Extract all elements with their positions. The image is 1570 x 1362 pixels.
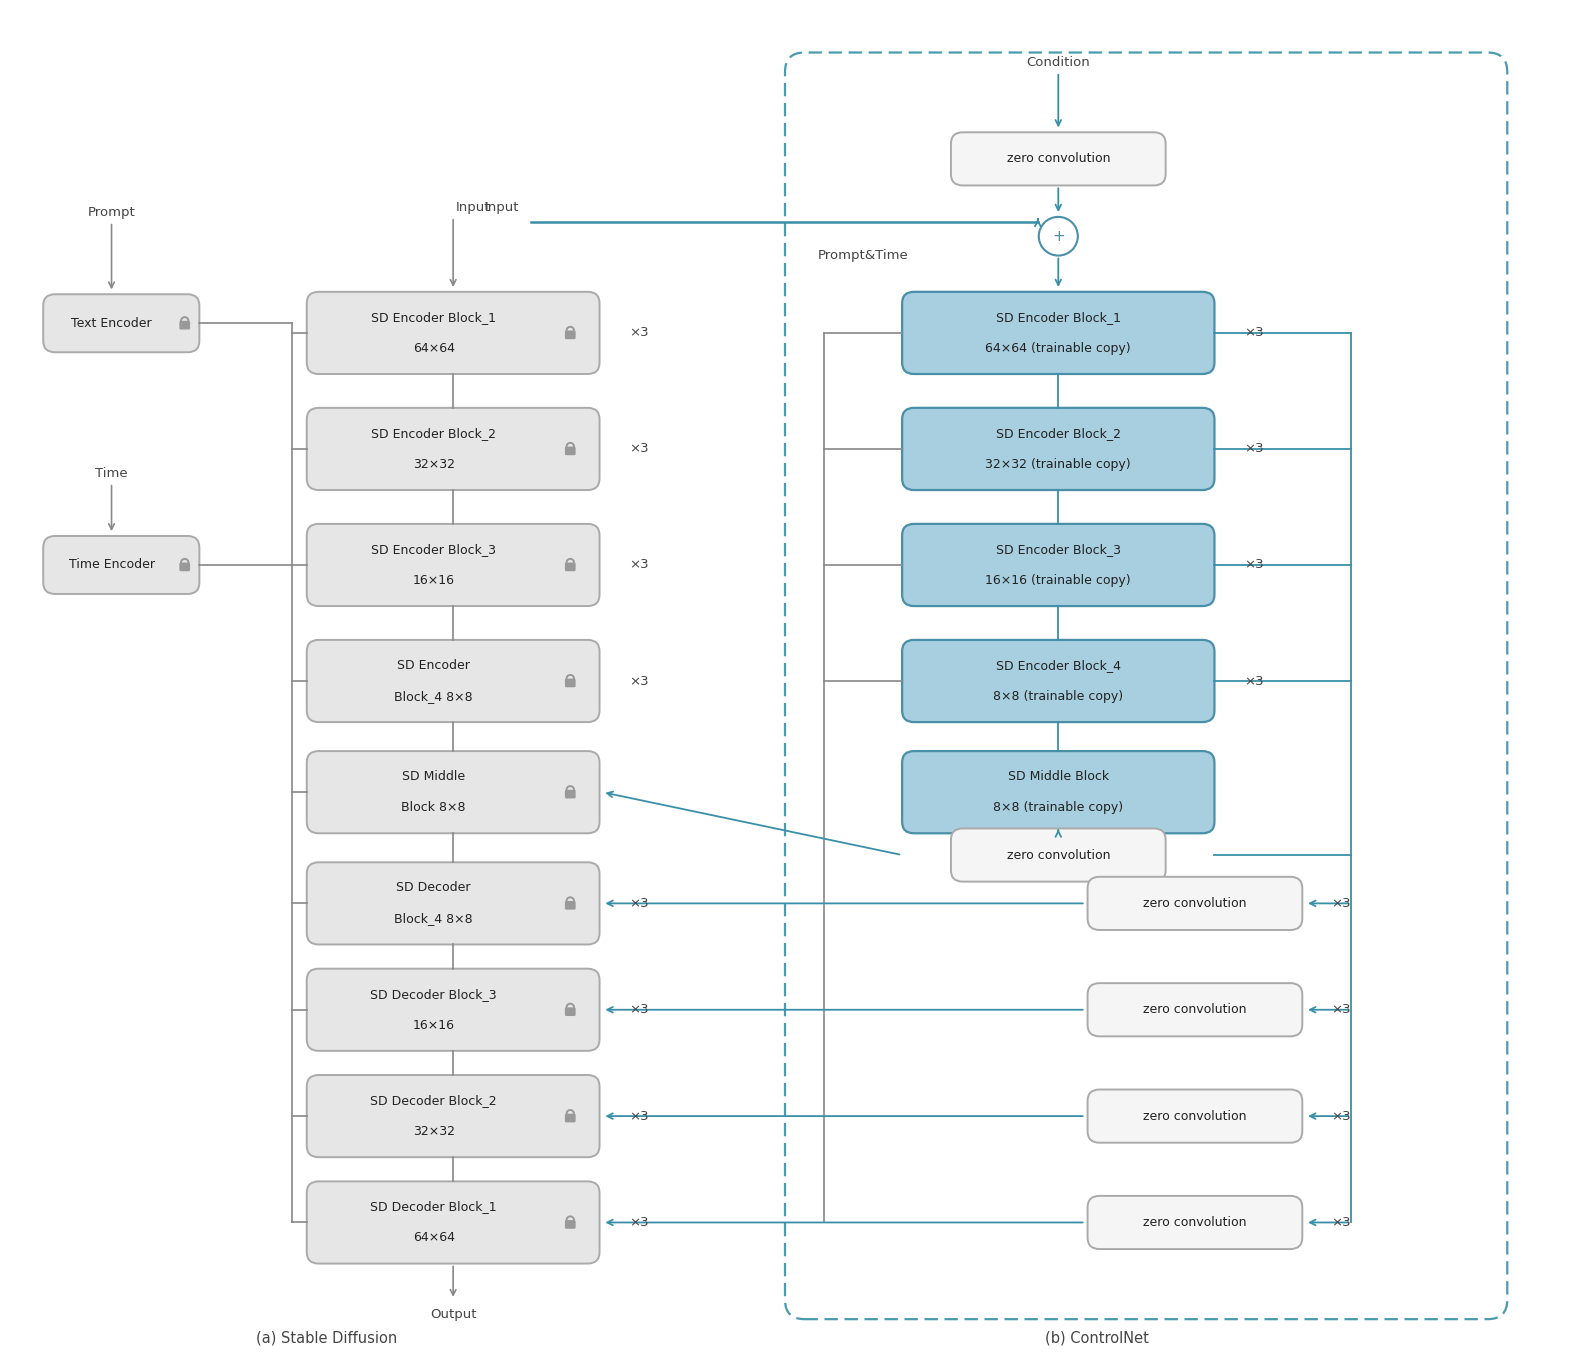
- FancyBboxPatch shape: [565, 1114, 576, 1122]
- Text: SD Decoder: SD Decoder: [396, 881, 471, 895]
- FancyBboxPatch shape: [1088, 1196, 1302, 1249]
- Text: Output: Output: [430, 1308, 476, 1321]
- Text: Time: Time: [96, 467, 127, 479]
- Text: ×3: ×3: [1331, 1004, 1352, 1016]
- Text: zero convolution: zero convolution: [1143, 898, 1247, 910]
- Text: ×3: ×3: [628, 674, 648, 688]
- Text: 64×64: 64×64: [413, 1231, 455, 1245]
- FancyBboxPatch shape: [565, 563, 576, 571]
- Text: ×3: ×3: [1331, 1110, 1352, 1122]
- Text: ×3: ×3: [1331, 898, 1352, 910]
- Text: ×3: ×3: [628, 1110, 648, 1122]
- Text: zero convolution: zero convolution: [1143, 1110, 1247, 1122]
- FancyBboxPatch shape: [1088, 877, 1302, 930]
- Text: zero convolution: zero convolution: [1143, 1004, 1247, 1016]
- Text: ×3: ×3: [628, 558, 648, 572]
- Text: SD Decoder Block_3: SD Decoder Block_3: [371, 987, 498, 1001]
- Text: SD Middle Block: SD Middle Block: [1008, 771, 1108, 783]
- Circle shape: [1039, 217, 1079, 256]
- FancyBboxPatch shape: [951, 132, 1165, 185]
- Text: 8×8 (trainable copy): 8×8 (trainable copy): [994, 691, 1124, 703]
- Text: 8×8 (trainable copy): 8×8 (trainable copy): [994, 801, 1124, 814]
- Text: 32×32 (trainable copy): 32×32 (trainable copy): [986, 458, 1130, 471]
- Text: SD Decoder Block_2: SD Decoder Block_2: [371, 1094, 498, 1107]
- Text: (b) ControlNet: (b) ControlNet: [1046, 1331, 1149, 1346]
- Text: SD Encoder Block_4: SD Encoder Block_4: [995, 659, 1121, 671]
- Text: 16×16 (trainable copy): 16×16 (trainable copy): [986, 573, 1130, 587]
- Text: 16×16: 16×16: [413, 1019, 455, 1032]
- Text: (a) Stable Diffusion: (a) Stable Diffusion: [256, 1331, 397, 1346]
- FancyBboxPatch shape: [903, 291, 1215, 375]
- Text: Block 8×8: Block 8×8: [402, 801, 466, 814]
- Text: ×3: ×3: [628, 443, 648, 455]
- FancyBboxPatch shape: [179, 321, 190, 330]
- FancyBboxPatch shape: [565, 902, 576, 910]
- Text: ×3: ×3: [1243, 443, 1264, 455]
- Text: 16×16: 16×16: [413, 573, 455, 587]
- Text: SD Encoder Block_1: SD Encoder Block_1: [995, 311, 1121, 324]
- FancyBboxPatch shape: [565, 790, 576, 798]
- Text: Input: Input: [455, 200, 490, 214]
- FancyBboxPatch shape: [306, 1181, 600, 1264]
- FancyBboxPatch shape: [44, 537, 199, 594]
- Text: zero convolution: zero convolution: [1006, 153, 1110, 165]
- Text: SD Encoder Block_1: SD Encoder Block_1: [371, 311, 496, 324]
- FancyBboxPatch shape: [1088, 983, 1302, 1036]
- Text: ×3: ×3: [628, 327, 648, 339]
- FancyBboxPatch shape: [565, 1008, 576, 1016]
- Text: ×3: ×3: [628, 1216, 648, 1229]
- Text: 32×32: 32×32: [413, 458, 455, 471]
- Text: ×3: ×3: [1243, 674, 1264, 688]
- FancyBboxPatch shape: [903, 640, 1215, 722]
- FancyBboxPatch shape: [565, 678, 576, 688]
- FancyBboxPatch shape: [306, 524, 600, 606]
- FancyBboxPatch shape: [903, 524, 1215, 606]
- FancyBboxPatch shape: [306, 291, 600, 375]
- Text: ×3: ×3: [628, 1004, 648, 1016]
- Text: 32×32: 32×32: [413, 1125, 455, 1139]
- FancyBboxPatch shape: [44, 294, 199, 353]
- Text: SD Middle: SD Middle: [402, 771, 465, 783]
- FancyBboxPatch shape: [306, 968, 600, 1051]
- Text: 64×64 (trainable copy): 64×64 (trainable copy): [986, 342, 1130, 355]
- Text: zero convolution: zero convolution: [1006, 849, 1110, 862]
- Text: Block_4 8×8: Block_4 8×8: [394, 913, 473, 925]
- Text: Time Encoder: Time Encoder: [69, 558, 154, 572]
- Text: SD Encoder: SD Encoder: [397, 659, 469, 671]
- FancyBboxPatch shape: [903, 750, 1215, 834]
- Text: Input: Input: [485, 200, 520, 214]
- FancyBboxPatch shape: [306, 1075, 600, 1158]
- FancyBboxPatch shape: [951, 828, 1165, 881]
- Text: ×3: ×3: [628, 898, 648, 910]
- FancyBboxPatch shape: [1088, 1090, 1302, 1143]
- FancyBboxPatch shape: [306, 640, 600, 722]
- FancyBboxPatch shape: [565, 447, 576, 455]
- Text: Condition: Condition: [1027, 56, 1090, 68]
- Text: Block_4 8×8: Block_4 8×8: [394, 691, 473, 703]
- Text: SD Decoder Block_1: SD Decoder Block_1: [371, 1200, 498, 1214]
- FancyBboxPatch shape: [306, 862, 600, 944]
- Text: +: +: [1052, 229, 1064, 244]
- Text: 64×64: 64×64: [413, 342, 455, 355]
- Text: Prompt: Prompt: [88, 206, 135, 218]
- Text: Text Encoder: Text Encoder: [71, 317, 152, 330]
- Text: SD Encoder Block_2: SD Encoder Block_2: [371, 426, 496, 440]
- FancyBboxPatch shape: [179, 563, 190, 571]
- Text: Prompt&Time: Prompt&Time: [818, 249, 909, 262]
- Text: ×3: ×3: [1243, 327, 1264, 339]
- Text: SD Encoder Block_3: SD Encoder Block_3: [995, 543, 1121, 556]
- Text: zero convolution: zero convolution: [1143, 1216, 1247, 1229]
- FancyBboxPatch shape: [306, 407, 600, 490]
- Text: SD Encoder Block_2: SD Encoder Block_2: [995, 426, 1121, 440]
- Text: SD Encoder Block_3: SD Encoder Block_3: [371, 543, 496, 556]
- FancyBboxPatch shape: [306, 750, 600, 834]
- Text: ×3: ×3: [1331, 1216, 1352, 1229]
- FancyBboxPatch shape: [565, 1220, 576, 1229]
- Text: ×3: ×3: [1243, 558, 1264, 572]
- FancyBboxPatch shape: [903, 407, 1215, 490]
- FancyBboxPatch shape: [565, 331, 576, 339]
